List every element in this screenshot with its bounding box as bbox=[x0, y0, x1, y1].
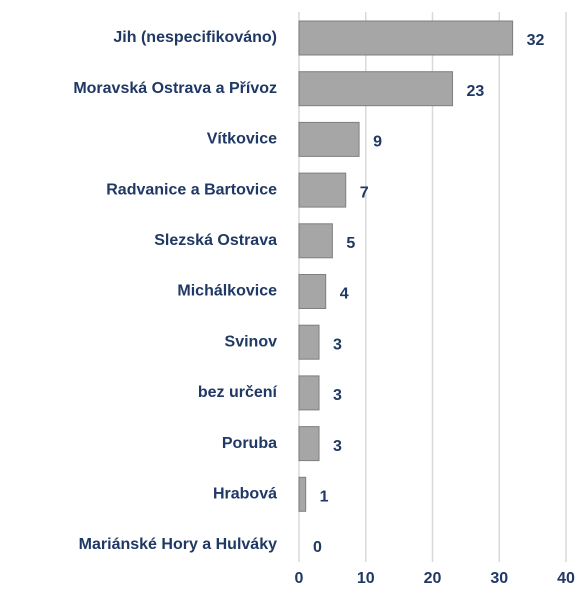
y-tick-label: Michálkovice bbox=[177, 283, 277, 300]
y-tick-label: Vítkovice bbox=[207, 131, 277, 148]
data-label: 4 bbox=[340, 286, 349, 303]
bar bbox=[298, 121, 360, 157]
bar bbox=[298, 274, 327, 309]
bar bbox=[298, 71, 454, 107]
x-tick-label: 40 bbox=[557, 570, 575, 587]
data-label: 0 bbox=[313, 539, 322, 556]
data-label: 3 bbox=[333, 438, 342, 455]
data-label: 7 bbox=[360, 184, 369, 201]
data-label: 23 bbox=[467, 83, 485, 100]
bar bbox=[298, 223, 333, 259]
bar bbox=[298, 426, 320, 462]
data-label: 5 bbox=[346, 235, 355, 252]
data-label: 9 bbox=[373, 134, 382, 151]
y-tick-label: Poruba bbox=[222, 435, 277, 452]
x-tick-label: 0 bbox=[295, 570, 304, 587]
y-tick-label: Radvanice a Bartovice bbox=[106, 181, 277, 198]
data-label: 3 bbox=[333, 336, 342, 353]
bar bbox=[298, 172, 347, 208]
data-label: 1 bbox=[320, 489, 329, 506]
bar bbox=[298, 324, 320, 360]
y-tick-label: Mariánské Hory a Hulváky bbox=[79, 536, 277, 553]
x-tick-label: 10 bbox=[357, 570, 375, 587]
bar bbox=[298, 20, 514, 56]
y-tick-label: Jih (nespecifikováno) bbox=[113, 29, 277, 46]
y-tick-label: bez určení bbox=[198, 384, 278, 401]
y-tick-label: Hrabová bbox=[213, 486, 277, 503]
y-tick-label: Moravská Ostrava a Přívoz bbox=[73, 80, 277, 97]
x-tick-label: 30 bbox=[490, 570, 508, 587]
y-tick-label: Slezská Ostrava bbox=[154, 232, 277, 249]
y-tick-label: Svinov bbox=[225, 333, 278, 350]
bar bbox=[298, 375, 320, 411]
data-label: 32 bbox=[527, 32, 545, 49]
x-tick-label: 20 bbox=[424, 570, 442, 587]
data-label: 3 bbox=[333, 387, 342, 404]
bar bbox=[298, 476, 307, 512]
